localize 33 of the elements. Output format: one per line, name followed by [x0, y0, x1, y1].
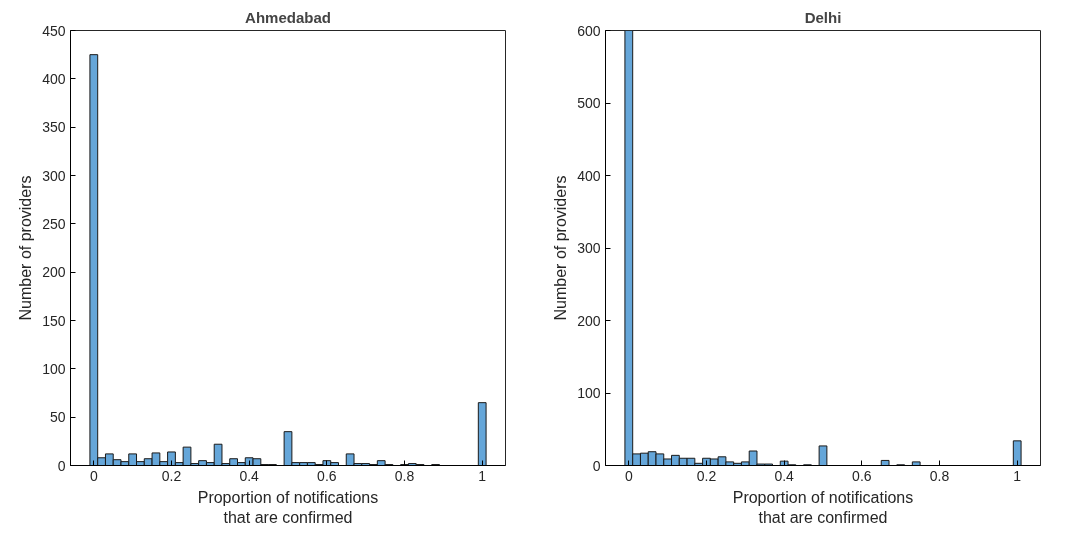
y-tick-label: 400	[42, 70, 66, 87]
y-axis-title: Number of providers	[17, 175, 35, 321]
x-tick-label: 0.8	[929, 467, 950, 484]
y-tick-label: 100	[577, 385, 601, 401]
y-tick-label: 100	[42, 360, 66, 377]
x-tick-label: 1	[478, 467, 487, 484]
y-tick-label: 600	[577, 22, 601, 39]
x-tick-label: 0.6	[852, 467, 872, 484]
x-tick-label: 1	[1013, 467, 1022, 484]
x-axis-title: Proportion of notifications that are confirmed	[197, 488, 379, 526]
x-tick-label: 0.8	[394, 467, 415, 484]
y-tick-label: 200	[42, 264, 66, 281]
y-tick-label: 150	[42, 312, 66, 329]
y-axis-title: Number of providers	[552, 175, 570, 321]
y-tick-label: 300	[42, 167, 66, 184]
x-axis-title: Proportion of notifications that are confirmed	[732, 488, 914, 526]
x-tick-label: 0.2	[161, 467, 182, 484]
y-tick-label: 300	[577, 240, 601, 256]
x-tick-label: 0.4	[774, 467, 795, 484]
y-tick-label: 450	[42, 22, 66, 39]
chart-title: Delhi	[804, 8, 842, 26]
y-tick-label: 400	[577, 167, 601, 184]
x-tick-label: 0	[624, 467, 633, 484]
y-tick-label: 200	[577, 312, 601, 329]
y-tick-label: 350	[42, 119, 66, 136]
y-tick-label: 500	[577, 95, 601, 111]
x-tick-label: 0	[89, 467, 98, 484]
x-tick-label: 0.6	[317, 467, 337, 484]
y-tick-label: 50	[49, 409, 66, 426]
chart-title: Ahmedabad	[245, 8, 331, 26]
x-tick-label: 0.2	[696, 467, 717, 484]
x-tick-label: 0.4	[239, 467, 260, 484]
y-tick-label: 250	[42, 215, 66, 232]
